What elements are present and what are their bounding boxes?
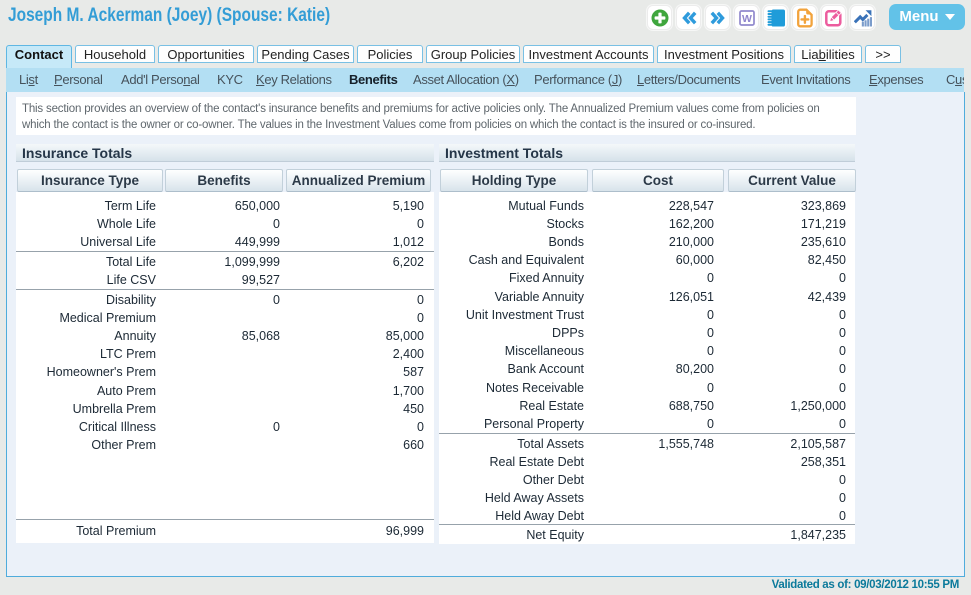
svg-text:W: W [742, 12, 752, 24]
